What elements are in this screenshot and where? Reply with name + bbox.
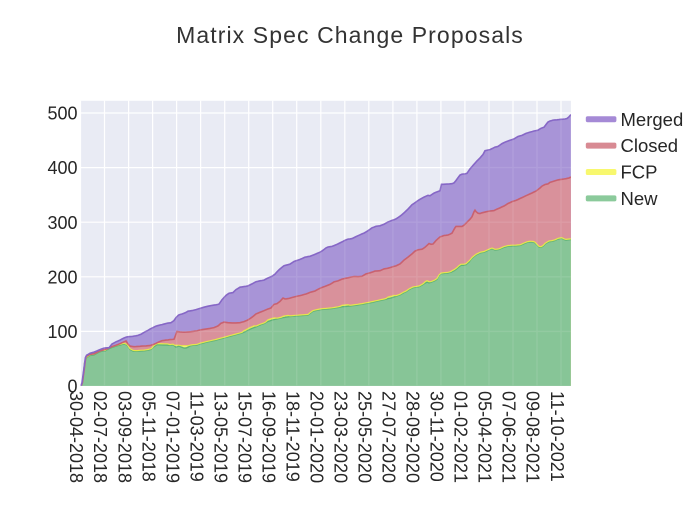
- svg-text:30-04-2018: 30-04-2018: [66, 391, 86, 483]
- svg-text:New: New: [621, 188, 659, 209]
- svg-text:07-06-2021: 07-06-2021: [499, 391, 519, 483]
- svg-text:Closed: Closed: [621, 135, 679, 156]
- svg-text:500: 500: [47, 104, 77, 124]
- svg-text:05-04-2021: 05-04-2021: [475, 391, 495, 483]
- svg-text:400: 400: [47, 158, 77, 178]
- svg-text:18-11-2019: 18-11-2019: [282, 391, 302, 482]
- svg-text:300: 300: [47, 213, 77, 233]
- svg-text:09-08-2021: 09-08-2021: [523, 391, 543, 483]
- svg-text:01-02-2021: 01-02-2021: [451, 391, 471, 483]
- svg-text:30-11-2020: 30-11-2020: [427, 391, 447, 482]
- svg-text:02-07-2018: 02-07-2018: [90, 391, 110, 483]
- svg-text:11-10-2021: 11-10-2021: [547, 391, 567, 482]
- svg-text:13-05-2019: 13-05-2019: [210, 391, 230, 483]
- svg-text:FCP: FCP: [621, 162, 658, 183]
- svg-text:25-05-2020: 25-05-2020: [355, 391, 375, 483]
- svg-text:200: 200: [47, 267, 77, 287]
- svg-text:07-01-2019: 07-01-2019: [162, 391, 182, 483]
- svg-text:27-07-2020: 27-07-2020: [379, 391, 399, 483]
- svg-text:05-11-2018: 05-11-2018: [138, 391, 158, 482]
- svg-text:11-03-2019: 11-03-2019: [186, 391, 206, 482]
- svg-text:28-09-2020: 28-09-2020: [403, 391, 423, 483]
- svg-text:16-09-2019: 16-09-2019: [258, 391, 278, 483]
- svg-text:03-09-2018: 03-09-2018: [114, 391, 134, 483]
- svg-text:20-01-2020: 20-01-2020: [307, 391, 327, 483]
- svg-text:15-07-2019: 15-07-2019: [234, 391, 254, 483]
- svg-text:0: 0: [67, 377, 77, 397]
- svg-text:Merged: Merged: [621, 109, 684, 130]
- svg-text:100: 100: [47, 322, 77, 342]
- svg-text:23-03-2020: 23-03-2020: [331, 391, 351, 483]
